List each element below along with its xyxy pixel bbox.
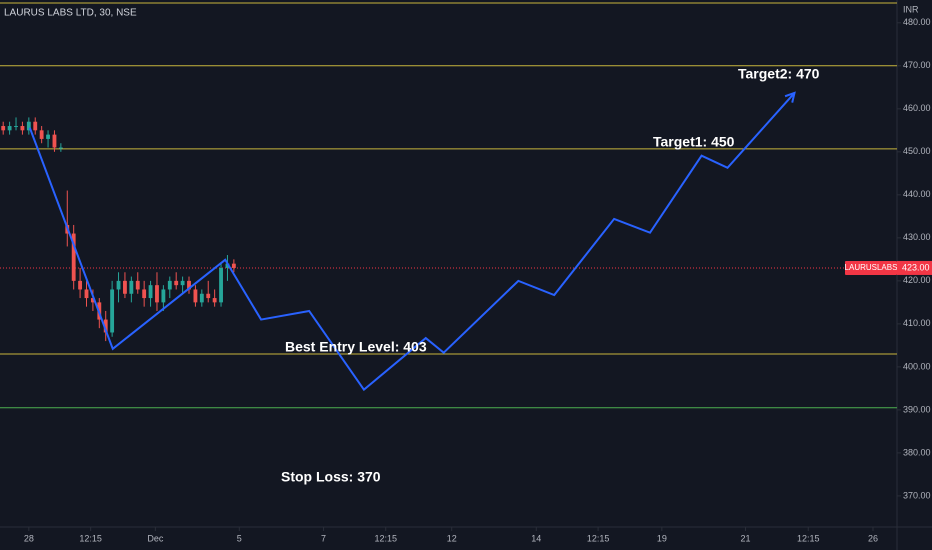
x-tick-label: 21 — [740, 533, 750, 543]
y-tick-label: 430.00 — [903, 232, 931, 242]
y-tick-label: 470.00 — [903, 60, 931, 70]
candle-body — [123, 280, 127, 294]
x-tick-label: 19 — [657, 533, 667, 543]
candle-body — [1, 126, 6, 131]
candle-body — [71, 233, 76, 281]
x-tick-label: 12:15 — [797, 533, 820, 543]
candle-body — [174, 280, 179, 286]
annotation: Best Entry Level: 403 — [285, 339, 427, 355]
candle-body — [26, 121, 31, 131]
candle-body — [103, 319, 108, 333]
y-tick-label: 480.00 — [903, 17, 931, 27]
candle-body — [180, 280, 185, 286]
candle-body — [199, 293, 204, 303]
annotation: Stop Loss: 370 — [281, 469, 381, 485]
y-tick-label: 450.00 — [903, 146, 931, 156]
candle-body — [84, 289, 89, 299]
projection-arrowhead — [784, 91, 796, 103]
y-tick-label: 460.00 — [903, 103, 931, 113]
symbol-label: LAURUSLABS — [845, 263, 898, 272]
currency-label: INR — [903, 4, 919, 14]
candle-body — [212, 298, 217, 303]
candle-body — [219, 267, 223, 303]
candle-body — [52, 134, 57, 148]
candle-body — [135, 280, 140, 290]
candle-body — [58, 147, 63, 149]
x-tick-label: 5 — [237, 533, 242, 543]
y-tick-label: 410.00 — [903, 318, 931, 328]
candle-body — [116, 280, 121, 290]
candle-body — [14, 126, 18, 128]
projection-line — [28, 92, 796, 392]
candle-body — [206, 293, 211, 299]
candle-body — [110, 289, 115, 333]
y-tick-label: 390.00 — [903, 404, 931, 414]
y-tick-label: 370.00 — [903, 490, 931, 500]
candle-body — [187, 280, 191, 290]
x-tick-label: 12 — [447, 533, 457, 543]
candle-body — [167, 280, 172, 290]
candle-body — [7, 126, 12, 131]
candle-body — [33, 121, 38, 131]
y-tick-label: 440.00 — [903, 189, 931, 199]
x-tick-label: 12:15 — [587, 533, 610, 543]
x-tick-label: 12:15 — [374, 533, 397, 543]
candle-body — [225, 263, 230, 268]
candle-body — [78, 280, 83, 290]
price-label: 423.00 — [902, 262, 930, 272]
candle-body — [155, 285, 159, 303]
candle-body — [142, 289, 147, 299]
candle-body — [231, 263, 236, 268]
y-tick-label: 420.00 — [903, 275, 931, 285]
annotation: Target1: 450 — [653, 134, 735, 150]
candle-body — [148, 285, 153, 299]
candle-body — [193, 289, 198, 303]
y-tick-label: 400.00 — [903, 361, 931, 371]
x-tick-label: 14 — [531, 533, 541, 543]
x-tick-label: Dec — [147, 533, 164, 543]
x-tick-label: 26 — [868, 533, 878, 543]
x-tick-label: 7 — [321, 533, 326, 543]
x-tick-label: 28 — [24, 533, 34, 543]
candle-body — [90, 298, 95, 303]
chart-title: LAURUS LABS LTD, 30, NSE — [4, 8, 137, 19]
candle-body — [161, 289, 166, 303]
candle-body — [20, 126, 25, 131]
candle-body — [129, 280, 134, 294]
annotation: Target2: 470 — [738, 66, 820, 82]
x-tick-label: 12:15 — [79, 533, 102, 543]
price-badge — [897, 260, 932, 275]
candle-body — [39, 130, 44, 139]
candle-body — [46, 134, 50, 139]
symbol-badge — [845, 260, 897, 275]
y-tick-label: 380.00 — [903, 447, 931, 457]
